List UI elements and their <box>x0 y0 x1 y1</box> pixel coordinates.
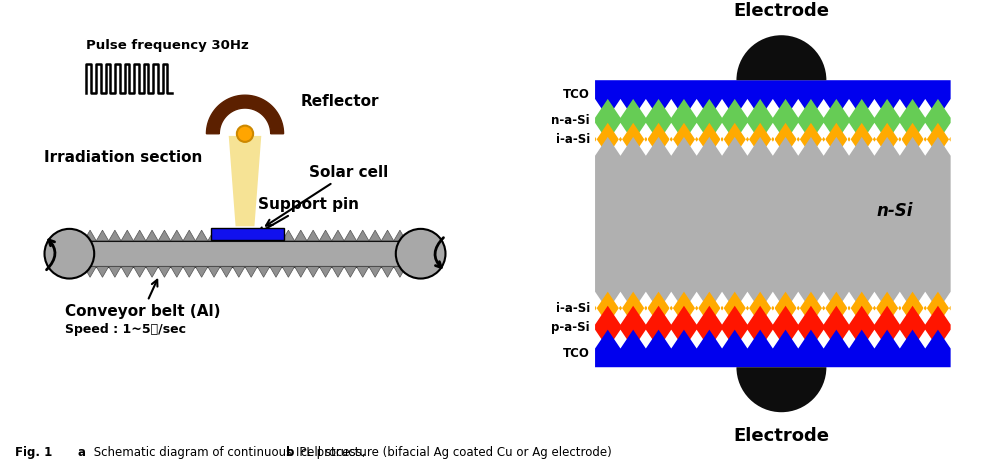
Polygon shape <box>96 267 109 277</box>
Text: Pulse frequency 30Hz: Pulse frequency 30Hz <box>86 40 249 52</box>
Polygon shape <box>71 267 84 277</box>
Polygon shape <box>245 267 257 277</box>
Polygon shape <box>282 267 295 277</box>
Polygon shape <box>84 230 96 241</box>
Polygon shape <box>307 267 319 277</box>
Text: Schematic diagram of continuous IPL process,: Schematic diagram of continuous IPL proc… <box>90 446 369 459</box>
Polygon shape <box>595 123 951 156</box>
Polygon shape <box>357 267 369 277</box>
Text: Speed : 1~5㎧/sec: Speed : 1~5㎧/sec <box>65 323 186 336</box>
Circle shape <box>45 229 94 278</box>
Text: p-a-Si: p-a-Si <box>551 321 590 334</box>
Polygon shape <box>220 267 233 277</box>
Text: cell structure (bifacial Ag coated Cu or Ag electrode): cell structure (bifacial Ag coated Cu or… <box>297 446 612 459</box>
Polygon shape <box>245 230 257 241</box>
Polygon shape <box>295 230 307 241</box>
Text: Solar cell: Solar cell <box>266 165 389 226</box>
Text: n-Si: n-Si <box>877 202 913 220</box>
Polygon shape <box>344 267 357 277</box>
Text: TCO: TCO <box>563 88 590 101</box>
Wedge shape <box>736 35 826 80</box>
Polygon shape <box>332 230 344 241</box>
Polygon shape <box>295 267 307 277</box>
Polygon shape <box>595 137 951 310</box>
Wedge shape <box>736 367 826 412</box>
Polygon shape <box>270 230 282 241</box>
Text: i-a-Si: i-a-Si <box>556 133 590 146</box>
Polygon shape <box>319 230 332 241</box>
Polygon shape <box>257 230 270 241</box>
Polygon shape <box>146 267 158 277</box>
Polygon shape <box>233 230 245 241</box>
Polygon shape <box>357 230 369 241</box>
Bar <box>531 9 959 80</box>
Polygon shape <box>146 230 158 241</box>
Polygon shape <box>171 230 183 241</box>
Polygon shape <box>595 292 951 325</box>
Polygon shape <box>595 330 951 367</box>
Polygon shape <box>394 230 406 241</box>
Bar <box>531 10 595 438</box>
Polygon shape <box>208 267 220 277</box>
Text: n-a-Si: n-a-Si <box>551 114 590 127</box>
Circle shape <box>237 126 253 142</box>
Polygon shape <box>183 267 195 277</box>
Polygon shape <box>307 230 319 241</box>
Bar <box>211 228 284 240</box>
Bar <box>69 241 421 267</box>
Polygon shape <box>158 230 171 241</box>
Text: i-a-Si: i-a-Si <box>556 302 590 315</box>
Text: b: b <box>286 446 294 459</box>
Polygon shape <box>233 267 245 277</box>
Bar <box>951 10 959 438</box>
Polygon shape <box>394 267 406 277</box>
Text: Fig. 1: Fig. 1 <box>15 446 52 459</box>
Text: Support pin: Support pin <box>258 197 359 233</box>
Polygon shape <box>282 230 295 241</box>
Text: Electrode: Electrode <box>733 427 829 445</box>
Polygon shape <box>381 230 394 241</box>
Text: TCO: TCO <box>563 347 590 360</box>
Polygon shape <box>121 230 133 241</box>
Bar <box>531 367 959 438</box>
Polygon shape <box>257 267 270 277</box>
Polygon shape <box>121 267 133 277</box>
Text: Conveyor belt (Al): Conveyor belt (Al) <box>65 280 221 319</box>
Text: Reflector: Reflector <box>301 94 379 109</box>
Polygon shape <box>595 306 951 348</box>
Polygon shape <box>206 95 284 134</box>
Polygon shape <box>208 230 220 241</box>
Polygon shape <box>171 267 183 277</box>
Polygon shape <box>183 230 195 241</box>
Circle shape <box>396 229 445 278</box>
Polygon shape <box>369 267 381 277</box>
Text: a: a <box>78 446 86 459</box>
Polygon shape <box>84 267 96 277</box>
Polygon shape <box>71 230 84 241</box>
Polygon shape <box>332 267 344 277</box>
Polygon shape <box>229 136 261 226</box>
Polygon shape <box>220 230 233 241</box>
Polygon shape <box>319 267 332 277</box>
Polygon shape <box>344 230 357 241</box>
Polygon shape <box>595 80 951 118</box>
Polygon shape <box>195 230 208 241</box>
Text: Irradiation section: Irradiation section <box>44 150 202 165</box>
Polygon shape <box>595 99 951 142</box>
Polygon shape <box>109 267 121 277</box>
Polygon shape <box>96 230 109 241</box>
Polygon shape <box>195 267 208 277</box>
Polygon shape <box>133 230 146 241</box>
Text: Electrode: Electrode <box>733 2 829 20</box>
Polygon shape <box>406 230 419 241</box>
Polygon shape <box>406 267 419 277</box>
Polygon shape <box>369 230 381 241</box>
Polygon shape <box>158 267 171 277</box>
Polygon shape <box>133 267 146 277</box>
Polygon shape <box>270 267 282 277</box>
Polygon shape <box>381 267 394 277</box>
Polygon shape <box>109 230 121 241</box>
